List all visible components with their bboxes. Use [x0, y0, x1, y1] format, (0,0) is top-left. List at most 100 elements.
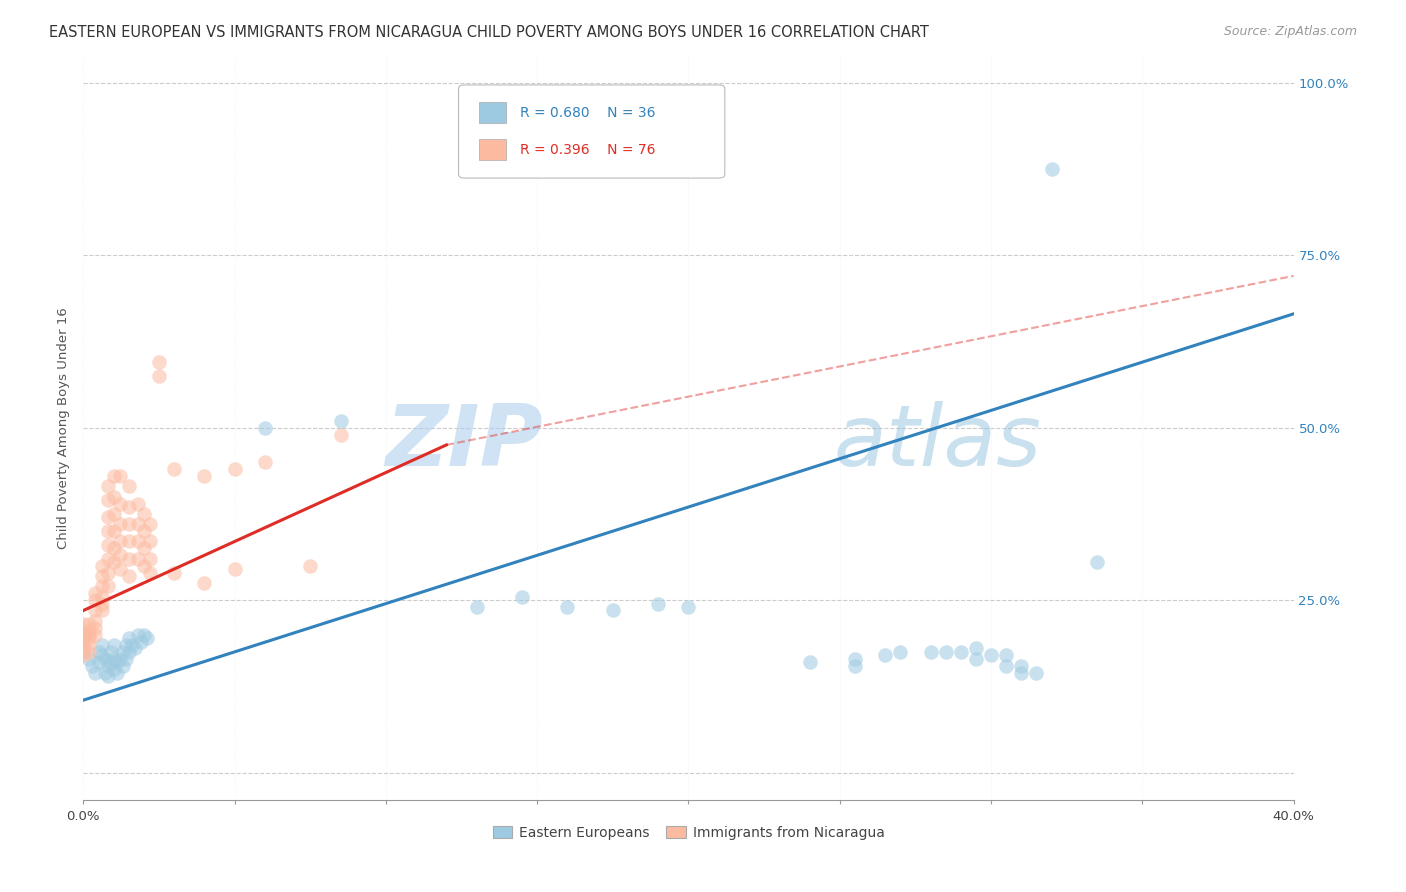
Point: [139, 551, 162, 566]
Point: [108, 469, 131, 483]
Point: [97, 566, 120, 580]
Point: [329, 427, 352, 442]
Point: [1010, 658, 1032, 673]
Point: [253, 420, 276, 434]
Point: [118, 534, 141, 549]
Point: [90, 558, 112, 573]
Point: [79, 631, 101, 645]
Point: [139, 534, 162, 549]
Point: [127, 627, 149, 641]
Point: [103, 652, 125, 666]
Point: [127, 534, 149, 549]
Point: [844, 658, 866, 673]
Point: [108, 549, 131, 563]
Point: [111, 645, 134, 659]
Point: [108, 652, 131, 666]
Point: [72, 617, 94, 632]
Point: [97, 658, 120, 673]
Point: [79, 617, 101, 632]
Point: [90, 597, 112, 611]
Point: [103, 469, 125, 483]
Point: [84, 627, 107, 641]
Point: [97, 493, 120, 508]
Point: [90, 579, 112, 593]
Point: [1040, 161, 1063, 176]
Point: [108, 497, 131, 511]
Point: [87, 655, 110, 669]
Point: [103, 490, 125, 504]
Point: [127, 551, 149, 566]
Point: [965, 652, 987, 666]
Point: [97, 479, 120, 493]
Point: [84, 603, 107, 617]
Point: [84, 586, 107, 600]
Point: [108, 517, 131, 532]
Point: [84, 614, 107, 628]
Point: [132, 558, 155, 573]
Point: [148, 355, 170, 369]
Point: [72, 648, 94, 663]
Text: Source: ZipAtlas.com: Source: ZipAtlas.com: [1223, 25, 1357, 38]
Point: [79, 627, 101, 641]
Point: [72, 624, 94, 639]
Point: [103, 638, 125, 652]
Point: [1085, 555, 1108, 569]
Point: [105, 655, 128, 669]
Point: [111, 658, 134, 673]
Point: [1010, 665, 1032, 680]
Point: [79, 638, 101, 652]
Point: [193, 469, 215, 483]
Point: [844, 652, 866, 666]
Point: [97, 510, 120, 524]
Point: [84, 665, 107, 680]
Point: [100, 645, 122, 659]
Point: [224, 462, 246, 476]
Point: [118, 517, 141, 532]
Point: [889, 645, 911, 659]
Text: atlas: atlas: [834, 401, 1042, 484]
Point: [93, 665, 115, 680]
Point: [97, 538, 120, 552]
Point: [118, 645, 141, 659]
Point: [678, 600, 700, 615]
Point: [135, 631, 157, 645]
Point: [163, 462, 186, 476]
Point: [103, 541, 125, 556]
Point: [79, 645, 101, 659]
Point: [72, 641, 94, 656]
Point: [132, 541, 155, 556]
Point: [935, 645, 957, 659]
Point: [118, 569, 141, 583]
Text: ZIP: ZIP: [385, 401, 543, 484]
Point: [875, 648, 897, 663]
Text: R = 0.680    N = 36: R = 0.680 N = 36: [520, 105, 655, 120]
Point: [90, 648, 112, 663]
Point: [510, 590, 533, 604]
Point: [118, 500, 141, 514]
Point: [97, 669, 120, 683]
Point: [995, 648, 1018, 663]
Point: [118, 479, 141, 493]
Point: [103, 555, 125, 569]
Point: [163, 566, 186, 580]
Point: [103, 524, 125, 538]
Point: [108, 534, 131, 549]
Point: [995, 658, 1018, 673]
Text: EASTERN EUROPEAN VS IMMIGRANTS FROM NICARAGUA CHILD POVERTY AMONG BOYS UNDER 16 : EASTERN EUROPEAN VS IMMIGRANTS FROM NICA…: [49, 25, 929, 40]
Point: [118, 551, 141, 566]
Point: [87, 645, 110, 659]
Point: [79, 652, 101, 666]
Point: [114, 652, 136, 666]
Point: [139, 566, 162, 580]
Point: [148, 368, 170, 383]
Bar: [479, 139, 506, 161]
Point: [129, 634, 152, 648]
Point: [84, 593, 107, 607]
Point: [90, 638, 112, 652]
Point: [329, 414, 352, 428]
Point: [82, 658, 104, 673]
Point: [100, 655, 122, 669]
Point: [108, 562, 131, 576]
Point: [103, 662, 125, 676]
Point: [253, 455, 276, 469]
